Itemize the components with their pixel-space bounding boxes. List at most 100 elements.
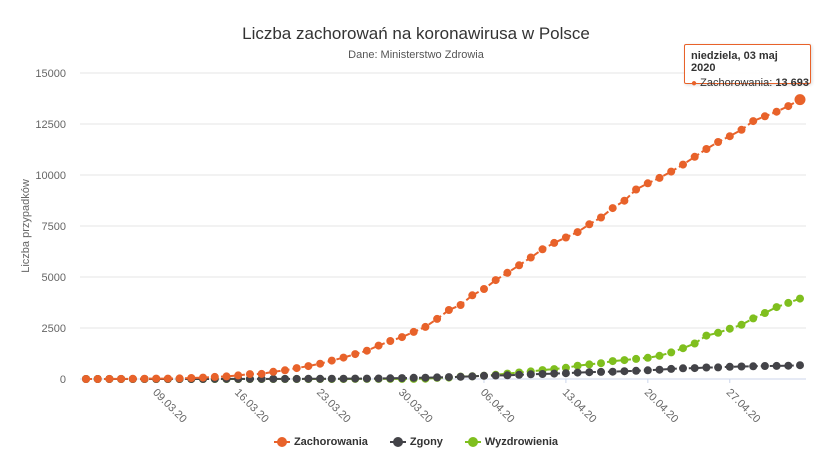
data-point-zgony[interactable]: [655, 365, 664, 374]
legend-item-zachorowania[interactable]: Zachorowania: [273, 436, 368, 448]
data-point-zachorowania[interactable]: [128, 374, 137, 383]
data-point-zgony[interactable]: [737, 362, 746, 371]
data-point-zgony[interactable]: [796, 361, 804, 370]
data-point-wyzdrowienia[interactable]: [784, 298, 793, 307]
data-point-zgony[interactable]: [503, 371, 512, 380]
data-point-zachorowania[interactable]: [456, 301, 465, 309]
data-point-zachorowania[interactable]: [175, 374, 184, 383]
data-point-wyzdrowienia[interactable]: [714, 328, 723, 337]
data-point-zgony[interactable]: [585, 368, 594, 377]
data-point-zachorowania[interactable]: [93, 375, 102, 383]
data-point-zgony[interactable]: [597, 367, 605, 376]
data-point-zachorowania[interactable]: [433, 314, 442, 323]
data-point-zgony[interactable]: [386, 374, 395, 383]
data-point-wyzdrowienia[interactable]: [679, 344, 687, 353]
data-point-zachorowania[interactable]: [386, 337, 395, 345]
highlighted-data-point[interactable]: [793, 93, 807, 107]
data-point-wyzdrowienia[interactable]: [667, 348, 676, 357]
data-point-zachorowania[interactable]: [679, 160, 687, 169]
data-point-zgony[interactable]: [772, 361, 781, 370]
data-point-zachorowania[interactable]: [292, 364, 301, 373]
data-point-zgony[interactable]: [468, 372, 477, 381]
data-point-zachorowania[interactable]: [374, 341, 383, 350]
data-point-zgony[interactable]: [702, 363, 711, 372]
data-point-zgony[interactable]: [526, 370, 535, 379]
data-point-zgony[interactable]: [409, 373, 418, 382]
data-point-zgony[interactable]: [725, 362, 734, 371]
data-point-zachorowania[interactable]: [140, 374, 149, 383]
data-point-zachorowania[interactable]: [222, 372, 231, 381]
data-point-zgony[interactable]: [690, 364, 699, 373]
data-point-zachorowania[interactable]: [585, 220, 594, 229]
data-point-zachorowania[interactable]: [152, 374, 161, 383]
data-point-zgony[interactable]: [421, 373, 430, 382]
data-point-wyzdrowienia[interactable]: [749, 314, 758, 323]
data-point-zgony[interactable]: [292, 374, 301, 383]
data-point-zachorowania[interactable]: [351, 350, 360, 359]
data-point-wyzdrowienia[interactable]: [597, 359, 605, 368]
data-point-wyzdrowienia[interactable]: [632, 354, 641, 363]
data-point-zgony[interactable]: [491, 371, 500, 380]
data-point-zachorowania[interactable]: [339, 353, 348, 362]
data-point-zgony[interactable]: [784, 361, 793, 370]
data-point-zachorowania[interactable]: [480, 285, 488, 293]
data-point-zachorowania[interactable]: [714, 138, 723, 146]
data-point-zachorowania[interactable]: [234, 371, 243, 380]
data-point-zachorowania[interactable]: [737, 125, 746, 134]
data-point-zachorowania[interactable]: [82, 375, 90, 383]
data-point-zachorowania[interactable]: [105, 374, 114, 383]
data-point-zgony[interactable]: [620, 367, 629, 376]
data-point-zachorowania[interactable]: [597, 213, 605, 222]
data-point-zgony[interactable]: [573, 368, 582, 377]
data-point-zachorowania[interactable]: [468, 291, 477, 300]
data-point-zachorowania[interactable]: [316, 359, 325, 368]
data-point-zachorowania[interactable]: [515, 261, 524, 270]
data-point-zgony[interactable]: [550, 369, 559, 378]
data-point-zgony[interactable]: [760, 362, 769, 370]
data-point-wyzdrowienia[interactable]: [772, 303, 781, 312]
data-point-zgony[interactable]: [304, 374, 313, 383]
data-point-zachorowania[interactable]: [573, 228, 582, 237]
data-point-zachorowania[interactable]: [304, 362, 313, 371]
data-point-wyzdrowienia[interactable]: [760, 309, 769, 317]
data-point-zachorowania[interactable]: [327, 356, 336, 365]
data-point-zachorowania[interactable]: [632, 185, 641, 194]
data-point-zgony[interactable]: [515, 370, 524, 379]
data-point-zachorowania[interactable]: [199, 373, 207, 382]
data-point-zachorowania[interactable]: [561, 233, 570, 242]
data-point-zachorowania[interactable]: [655, 173, 664, 182]
data-point-wyzdrowienia[interactable]: [608, 357, 617, 366]
data-point-zachorowania[interactable]: [690, 152, 699, 161]
data-point-zachorowania[interactable]: [538, 245, 547, 254]
data-point-zachorowania[interactable]: [526, 253, 535, 262]
legend-item-wyzdrowienia[interactable]: Wyzdrowienia: [464, 436, 558, 448]
data-point-zachorowania[interactable]: [550, 238, 559, 247]
data-point-zgony[interactable]: [444, 373, 453, 382]
data-point-zachorowania[interactable]: [210, 372, 219, 381]
data-point-zachorowania[interactable]: [503, 268, 512, 277]
data-point-zachorowania[interactable]: [702, 145, 711, 153]
data-point-zgony[interactable]: [327, 374, 336, 383]
data-point-zachorowania[interactable]: [187, 374, 196, 382]
data-point-zachorowania[interactable]: [257, 369, 266, 378]
data-point-zachorowania[interactable]: [620, 196, 629, 205]
data-point-zachorowania[interactable]: [725, 132, 734, 141]
data-point-zgony[interactable]: [433, 373, 442, 382]
data-point-wyzdrowienia[interactable]: [796, 294, 804, 303]
data-point-zachorowania[interactable]: [643, 179, 652, 188]
data-point-wyzdrowienia[interactable]: [573, 361, 582, 370]
data-point-zgony[interactable]: [632, 366, 641, 375]
data-point-wyzdrowienia[interactable]: [585, 360, 594, 369]
data-point-zachorowania[interactable]: [362, 346, 371, 355]
data-point-zachorowania[interactable]: [117, 374, 126, 383]
data-point-wyzdrowienia[interactable]: [690, 339, 699, 348]
data-point-zachorowania[interactable]: [784, 102, 793, 111]
legend-item-zgony[interactable]: Zgony: [389, 436, 443, 448]
data-point-zgony[interactable]: [561, 369, 570, 378]
data-point-zachorowania[interactable]: [398, 333, 406, 342]
data-point-wyzdrowienia[interactable]: [725, 324, 734, 333]
data-point-zgony[interactable]: [362, 374, 371, 383]
data-point-zachorowania[interactable]: [667, 167, 676, 176]
data-point-wyzdrowienia[interactable]: [643, 353, 652, 362]
data-point-zachorowania[interactable]: [772, 107, 781, 116]
